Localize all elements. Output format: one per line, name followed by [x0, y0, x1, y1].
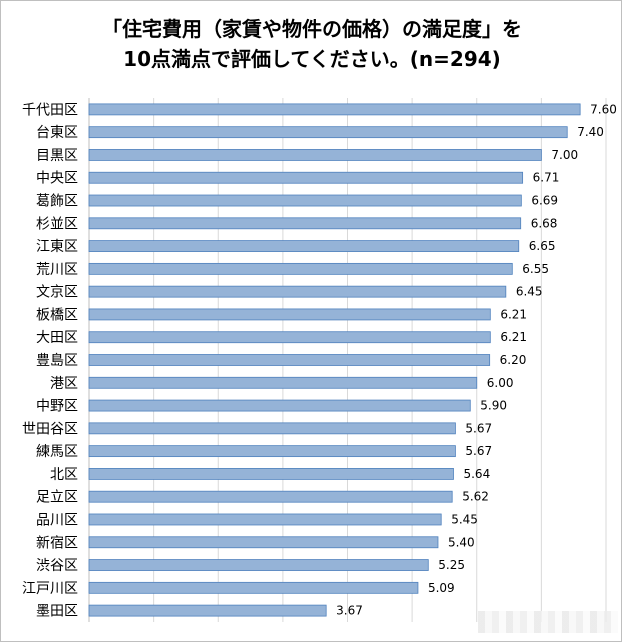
- value-label: 6.21: [500, 307, 527, 321]
- bar: [88, 285, 507, 298]
- bar: [88, 445, 456, 458]
- bar: [88, 604, 327, 617]
- category-label: 江戸川区: [22, 581, 78, 597]
- category-label: 江東区: [36, 239, 78, 255]
- bar: [88, 354, 491, 366]
- category-label: 港区: [50, 376, 78, 392]
- value-label: 7.00: [551, 148, 578, 162]
- category-label: 墨田区: [36, 604, 78, 620]
- value-label: 5.40: [448, 535, 475, 549]
- value-label: 6.71: [533, 171, 560, 185]
- value-label: 7.40: [577, 125, 604, 139]
- category-label: 台東区: [36, 125, 78, 141]
- value-label: 6.00: [487, 376, 514, 390]
- bar: [88, 559, 429, 571]
- blurred-watermark: [478, 611, 618, 633]
- value-label: 5.45: [451, 512, 478, 526]
- bar: [88, 513, 442, 526]
- value-label: 5.25: [438, 558, 465, 572]
- category-label: 中央区: [36, 171, 78, 187]
- value-label: 3.67: [336, 604, 363, 618]
- category-label: 練馬区: [36, 444, 78, 460]
- value-label: 6.45: [516, 285, 543, 299]
- category-label: 中野区: [36, 399, 78, 415]
- value-label: 6.20: [500, 353, 527, 367]
- bar: [88, 126, 568, 139]
- category-label: 杉並区: [36, 216, 78, 232]
- bar: [88, 308, 491, 321]
- value-label: 5.64: [463, 467, 490, 481]
- bar: [88, 240, 520, 252]
- bar: [88, 490, 453, 503]
- value-label: 6.65: [529, 239, 556, 253]
- category-label: 目黒区: [36, 148, 78, 164]
- bar: [88, 468, 454, 480]
- category-label: 千代田区: [22, 102, 78, 118]
- bar: [88, 217, 522, 230]
- category-label: 世田谷区: [22, 421, 78, 437]
- category-label: 渋谷区: [36, 558, 78, 574]
- value-label: 6.21: [500, 330, 527, 344]
- value-label: 5.67: [465, 421, 492, 435]
- bar: [88, 581, 419, 594]
- category-label: 北区: [50, 467, 78, 483]
- category-label: 板橋区: [36, 307, 78, 323]
- category-label: 新宿区: [36, 534, 78, 551]
- category-label: 大田区: [36, 330, 78, 346]
- category-label: 文京区: [36, 285, 78, 301]
- bar: [88, 376, 478, 389]
- value-label: 6.55: [522, 262, 549, 276]
- value-label: 5.90: [480, 399, 507, 413]
- bar: [88, 331, 491, 344]
- value-label: 5.67: [465, 444, 492, 458]
- bar: [88, 103, 581, 116]
- bar: [88, 422, 456, 435]
- value-label: 5.62: [462, 490, 489, 504]
- bar: [88, 262, 513, 275]
- bar: [88, 171, 524, 184]
- category-label: 葛飾区: [36, 194, 78, 210]
- category-label: 足立区: [36, 490, 78, 506]
- bar: [88, 149, 542, 161]
- value-label: 7.60: [590, 102, 617, 116]
- value-label: 6.68: [531, 216, 558, 230]
- bar: [88, 194, 522, 207]
- chart-title-line-1: 「住宅費用（家賃や物件の価格）の満足度」を: [102, 17, 522, 41]
- value-label: 5.09: [428, 581, 455, 595]
- bar: [88, 536, 439, 549]
- category-label: 品川区: [36, 512, 78, 528]
- chart-title: 「住宅費用（家賃や物件の価格）の満足度」を 10点満点で評価してください。(n=…: [0, 14, 624, 74]
- category-label: 豊島区: [36, 353, 78, 369]
- bar: [88, 399, 471, 412]
- value-label: 6.69: [531, 194, 558, 208]
- chart-title-line-2: 10点満点で評価してください。(n=294): [123, 47, 501, 71]
- category-label: 荒川区: [36, 262, 78, 278]
